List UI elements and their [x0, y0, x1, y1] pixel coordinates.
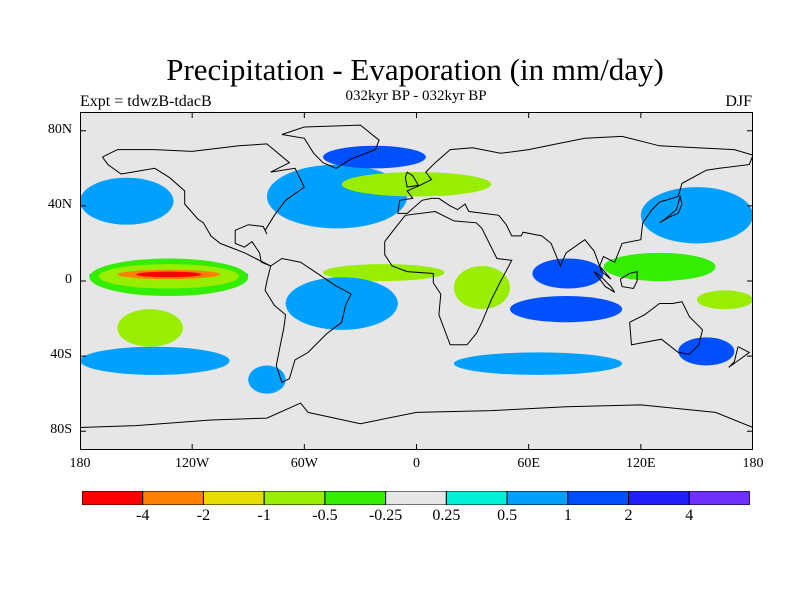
pme-field-region	[532, 258, 604, 289]
chart-subtitle: 032kyr BP - 032kyr BP	[345, 88, 487, 104]
pme-field-region	[80, 177, 174, 225]
x-tick-label: 180	[69, 456, 91, 471]
pme-field-region	[136, 271, 202, 278]
coastline	[264, 257, 352, 384]
x-tick-label: 120W	[175, 456, 210, 471]
y-tick-label: 80N	[47, 121, 72, 137]
coastline	[101, 143, 305, 267]
pme-field-region	[453, 352, 623, 375]
colorbar-swatch	[567, 491, 630, 505]
pme-field-region	[117, 309, 183, 347]
colorbar-swatch	[263, 491, 326, 505]
y-tick-label: 0	[65, 272, 72, 287]
x-tick-label: 180	[742, 456, 764, 471]
colorbar-swatch	[82, 491, 144, 505]
chart-title: Precipitation - Evaporation (in mm/day)	[166, 52, 664, 87]
coastline	[619, 270, 638, 290]
colorbar-label: 0.5	[497, 507, 518, 524]
pme-field-region	[453, 265, 510, 310]
coastline	[384, 210, 513, 346]
colorbar-label: 4	[685, 507, 694, 524]
colorbar-label: 1	[563, 507, 572, 524]
season-label: DJF	[725, 93, 752, 110]
pme-field-region	[285, 277, 398, 330]
pme-field-region	[80, 346, 230, 375]
colorbar-swatch	[385, 491, 447, 505]
x-tick-label: 0	[413, 456, 420, 471]
y-tick-label: 40S	[50, 347, 72, 363]
coastline	[629, 301, 704, 355]
colorbar-label: -1	[257, 507, 271, 524]
coastline	[404, 171, 420, 188]
pme-field-region	[696, 290, 753, 310]
colorbar-label: 2	[624, 507, 633, 524]
colorbar-swatch	[202, 491, 265, 505]
pme-field-region	[323, 145, 426, 169]
pme-field-region	[509, 296, 623, 323]
colorbar	[82, 491, 750, 505]
pme-field-region	[640, 187, 753, 244]
colorbar-swatch	[324, 491, 387, 505]
x-tick-label: 60W	[290, 456, 318, 471]
pme-field-region	[341, 172, 492, 197]
colorbar-label: -4	[136, 507, 150, 524]
colorbar-swatch	[628, 491, 690, 505]
x-tick-label: 120E	[626, 456, 656, 471]
coastline	[281, 124, 380, 169]
colorbar-label: -2	[196, 507, 211, 524]
coastline	[659, 194, 683, 224]
colorbar-swatch	[688, 491, 750, 505]
colorbar-swatch	[445, 491, 508, 505]
experiment-label: Expt = tdwzB-tdacB	[80, 93, 212, 110]
x-tick-label: 60E	[517, 456, 540, 471]
colorbar-swatch	[506, 491, 569, 505]
pme-field-region	[603, 252, 716, 281]
pme-field-region	[248, 365, 286, 394]
coastline	[593, 271, 616, 293]
coastline	[728, 346, 751, 368]
y-tick-label: 80S	[50, 422, 72, 438]
map-plot	[80, 112, 753, 450]
pme-field-region	[678, 337, 735, 366]
colorbar-label: -0.5	[312, 507, 338, 524]
colorbar-swatch	[142, 491, 204, 505]
coastline	[80, 402, 753, 428]
pme-field-region	[323, 264, 445, 281]
colorbar-label: 0.25	[432, 507, 461, 524]
colorbar-label: -0.25	[368, 507, 403, 524]
coastline	[397, 135, 753, 280]
y-tick-label: 40N	[47, 196, 72, 212]
